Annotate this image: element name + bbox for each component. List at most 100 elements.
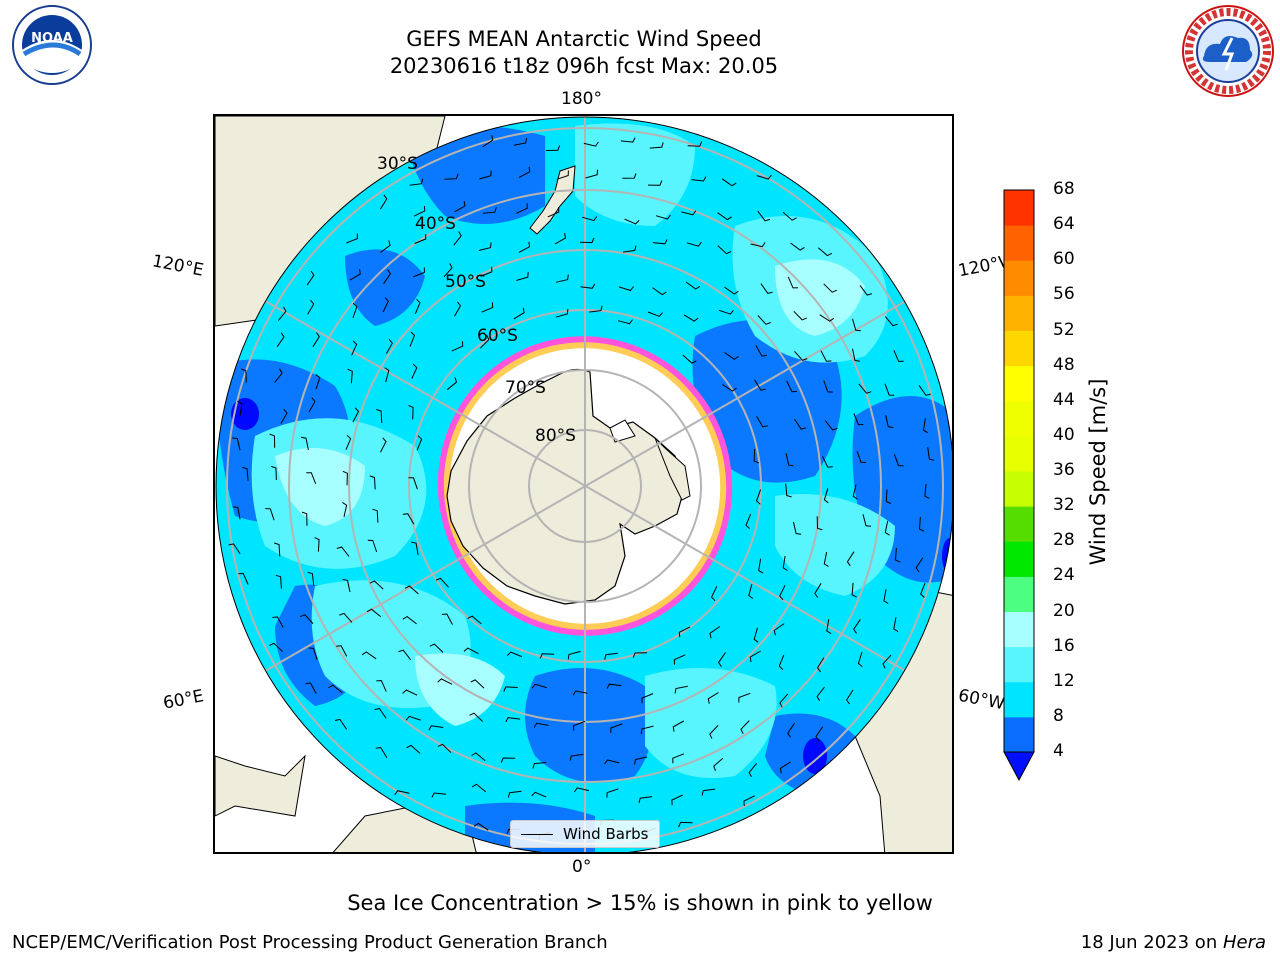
wind-barb [773, 623, 785, 636]
wind-barb [915, 557, 924, 573]
lat-label-30s: 30°S [377, 154, 418, 174]
wind-barb [518, 166, 531, 178]
wind-barb [823, 283, 837, 293]
colorbar-tick-label: 64 [1053, 214, 1075, 235]
wind-barb [816, 657, 825, 673]
wind-barb [687, 141, 703, 147]
wind-barb [572, 690, 588, 696]
wind-barb [852, 348, 860, 362]
wind-barb [336, 645, 348, 657]
wind-barb [265, 508, 275, 521]
noaa-logo: NOAA [12, 5, 92, 85]
wind-barb [308, 647, 318, 660]
wind-barb [437, 678, 453, 685]
wind-barb [271, 465, 277, 481]
colorbar-extend-arrow [1003, 751, 1035, 782]
wind-barb [443, 263, 453, 278]
wind-barb [579, 237, 595, 244]
wind-barb [506, 651, 522, 658]
wind-barb [366, 608, 382, 618]
wind-barb [505, 717, 521, 723]
wind-barb [409, 331, 416, 347]
colorbar-bin [1004, 435, 1034, 472]
wind-barb [624, 218, 640, 225]
wind-barb [306, 270, 315, 286]
svg-text:NOAA: NOAA [31, 31, 73, 46]
wind-barb [794, 350, 808, 361]
wind-barb [372, 508, 379, 523]
wind-barb [503, 686, 518, 692]
wind-barb [786, 380, 797, 393]
wind-barb [300, 614, 314, 624]
wind-barb [569, 753, 584, 761]
colorbar-bin [1004, 260, 1034, 296]
wind-barb [573, 787, 590, 793]
wind-barb [622, 173, 637, 179]
wind-barb [301, 436, 309, 451]
wind-barb [516, 272, 529, 281]
map-disc-outline [215, 116, 952, 852]
wind-barb [301, 511, 308, 526]
colorbar-tick-label: 28 [1053, 530, 1075, 551]
colorbar-bin [1004, 716, 1034, 753]
wind-barb [851, 582, 857, 598]
wind-barb [618, 286, 634, 292]
wind-barb [790, 242, 805, 251]
wind-barb [328, 684, 343, 694]
colorbar [1003, 189, 1035, 782]
wind-barb [709, 725, 719, 739]
wind-barb [885, 489, 892, 505]
wind-barb [369, 580, 384, 590]
wind-barb [480, 266, 493, 277]
lat-label-60s: 60°S [477, 326, 518, 346]
wind-barb [346, 233, 358, 244]
colorbar-tick-label: 32 [1053, 495, 1075, 516]
wind-barb [573, 720, 586, 731]
wind-barb [531, 791, 547, 798]
wind-barb [379, 194, 388, 210]
wind-barb [823, 380, 833, 393]
wind-barb [686, 241, 702, 247]
wind-barb [547, 206, 560, 218]
colorbar-tick-label: 48 [1053, 354, 1075, 375]
wind-barb [342, 579, 351, 593]
wind-barb [414, 298, 421, 314]
footer-date: 18 Jun 2023 on Hera [1081, 932, 1266, 953]
colorbar-tick-label: 4 [1053, 741, 1064, 761]
wind-barb [307, 571, 315, 586]
lat-label-70s: 70°S [505, 378, 546, 398]
wind-barb [740, 720, 750, 734]
wind-barb [334, 718, 348, 730]
wind-barb [232, 437, 241, 451]
wind-barb [819, 314, 835, 322]
wind-barb [308, 397, 316, 413]
wind-barb [748, 762, 758, 778]
wind-barb [816, 686, 825, 702]
wind-barb [398, 649, 411, 661]
colorbar-bin [1004, 190, 1034, 226]
wind-barb [402, 513, 415, 525]
wind-barb [893, 350, 904, 362]
wind-barb [339, 612, 353, 623]
wind-barb [409, 178, 424, 186]
colorbar-bin [1004, 330, 1034, 367]
lon-label-60w: 60°W [956, 685, 1007, 715]
wind-barb [238, 572, 249, 585]
wind-barb [652, 287, 667, 296]
wind-barb [922, 418, 929, 434]
wind-barb [380, 437, 387, 453]
wind-barb [721, 178, 737, 187]
wind-barb [610, 723, 623, 734]
wind-barb [583, 141, 599, 147]
lat-label-40s: 40°S [415, 214, 456, 234]
wind-barb [758, 558, 764, 574]
colorbar-tick-label: 56 [1053, 284, 1075, 305]
wind-barb [404, 585, 419, 595]
wind-barb [347, 368, 353, 384]
wind-barb [342, 470, 348, 486]
wind-barb [815, 726, 824, 741]
lon-label-120e: 120°E [150, 251, 206, 281]
wind-barb [749, 650, 761, 662]
wind-barb [724, 286, 739, 295]
wind-barb [482, 134, 494, 148]
